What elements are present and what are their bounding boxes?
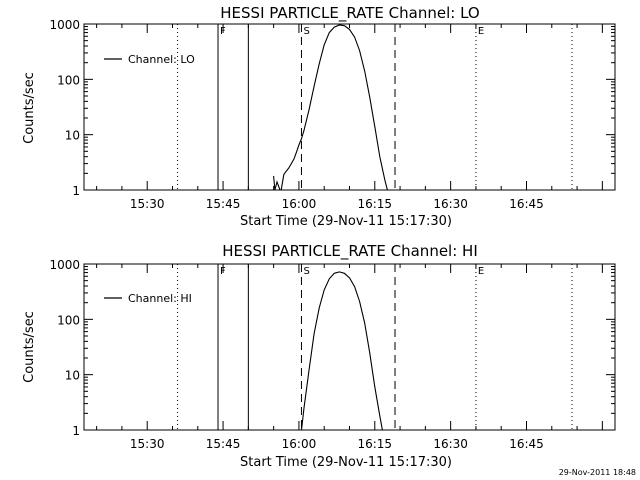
legend: Channel: LO [104,53,195,66]
y-tick-label: 10 [65,369,80,383]
x-tick-label: 16:30 [433,197,468,211]
x-tick-label: 15:45 [206,437,241,451]
x-tick-label: 15:45 [206,197,241,211]
x-axis-label: Start Time (29-Nov-11 15:17:30) [240,214,452,229]
legend-label: Channel: HI [128,292,192,305]
series-line [300,271,383,431]
chart-title: HESSI PARTICLE_RATE Channel: LO [220,4,479,23]
y-axis-label: Counts/sec [22,72,37,144]
y-tick-label: 100 [57,73,80,87]
y-tick-label: 1 [72,184,80,198]
x-tick-label: 15:30 [130,437,165,451]
event-marker-label: F [220,26,226,37]
y-tick-label: 1000 [49,18,80,32]
x-tick-label: 16:45 [509,197,544,211]
y-axis-label: Counts/sec [22,311,37,383]
event-marker-label: S [303,266,309,277]
y-tick-label: 1000 [49,258,80,272]
series-line [273,24,388,191]
hi-channel-panel: HESSI PARTICLE_RATE Channel: HI Counts/s… [22,242,616,470]
y-tick-label: 1 [72,424,80,438]
legend: Channel: HI [104,292,192,305]
event-marker-label: S [303,26,309,37]
x-tick-label: 16:00 [282,437,317,451]
x-tick-label: 16:00 [282,197,317,211]
x-tick-label: 16:45 [509,437,544,451]
event-marker-label: E [478,266,484,277]
timestamp: 29-Nov-2011 18:48 [559,468,636,477]
legend-label: Channel: LO [128,53,195,66]
x-tick-label: 15:30 [130,197,165,211]
x-tick-label: 16:15 [357,197,392,211]
event-marker-label: F [220,266,226,277]
x-tick-label: 16:30 [433,437,468,451]
x-tick-label: 16:15 [357,437,392,451]
lo-channel-panel: HESSI PARTICLE_RATE Channel: LO Counts/s… [22,4,616,229]
y-tick-label: 100 [57,313,80,327]
x-axis-label: Start Time (29-Nov-11 15:17:30) [240,455,452,470]
chart-title: HESSI PARTICLE_RATE Channel: HI [222,242,478,261]
y-tick-label: 10 [65,129,80,143]
event-marker-label: E [478,26,484,37]
